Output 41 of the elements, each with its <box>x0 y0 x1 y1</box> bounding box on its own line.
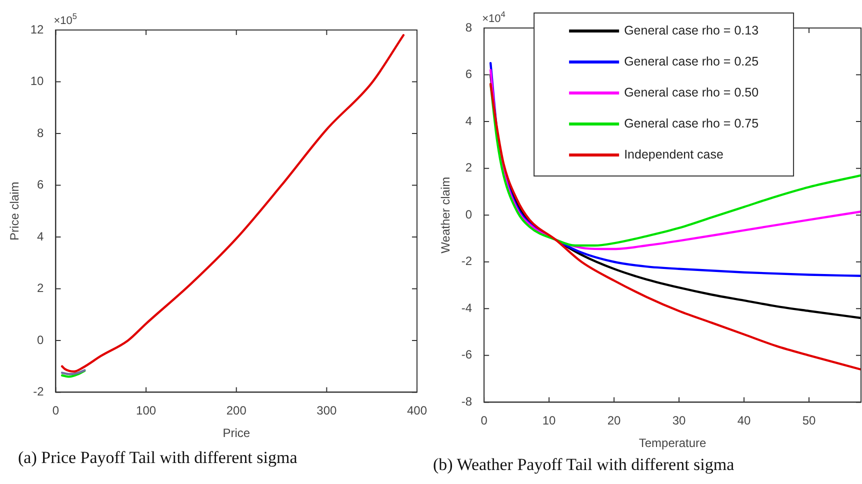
x-tick-label: 100 <box>136 404 156 418</box>
y-tick-label: -8 <box>461 394 472 409</box>
x-tick-label: 30 <box>672 414 686 428</box>
y-tick-label: 10 <box>30 74 44 88</box>
y-tick-label: 6 <box>37 178 44 192</box>
y-axis-title: Price claim <box>8 182 22 240</box>
x-tick-label: 10 <box>542 414 556 428</box>
legend-label: Independent case <box>624 147 724 162</box>
x-tick-label: 40 <box>737 414 752 428</box>
legend-label: General case rho = 0.50 <box>624 85 759 100</box>
x-tick-label: 200 <box>226 404 247 418</box>
text: (b) Weather Payoff Tail with different sigma <box>433 455 734 475</box>
y-tick-label: 4 <box>465 114 472 128</box>
y-tick-label: 6 <box>465 67 472 82</box>
y-tick-label: 0 <box>37 332 44 347</box>
y-tick-label: -2 <box>461 254 472 268</box>
y-axis-title: Weather claim <box>438 176 453 254</box>
x-tick-label: 0 <box>52 404 60 418</box>
x-tick-label: 20 <box>607 414 622 428</box>
y-tick-label: -6 <box>461 348 472 362</box>
y-tick-label: 2 <box>465 160 472 175</box>
legend-label: General case rho = 0.75 <box>624 116 759 130</box>
y-tick-label: 8 <box>465 20 472 34</box>
x-tick-label: 0 <box>480 414 488 428</box>
y-tick-label: 4 <box>37 229 44 244</box>
line-series <box>489 83 861 371</box>
legend-label: General case rho = 0.25 <box>624 54 759 68</box>
y-tick-label: 12 <box>30 22 44 36</box>
y-tick-label: -2 <box>33 384 44 399</box>
x-tick-label: 50 <box>802 414 816 428</box>
legend-label: General case rho = 0.13 <box>624 23 759 38</box>
line-series <box>60 34 405 373</box>
x-axis-title: Price <box>222 426 250 440</box>
x-tick-label: 300 <box>316 404 338 418</box>
x-tick-label: 400 <box>406 404 428 418</box>
y-tick-label: 0 <box>465 207 472 222</box>
y-tick-label: -4 <box>461 300 472 315</box>
text: (a) Price Payoff Tail with different sigma <box>18 448 298 468</box>
y-tick-label: 8 <box>37 126 44 140</box>
y-tick-label: 2 <box>37 281 44 296</box>
x-axis-title: Temperature <box>638 436 707 450</box>
